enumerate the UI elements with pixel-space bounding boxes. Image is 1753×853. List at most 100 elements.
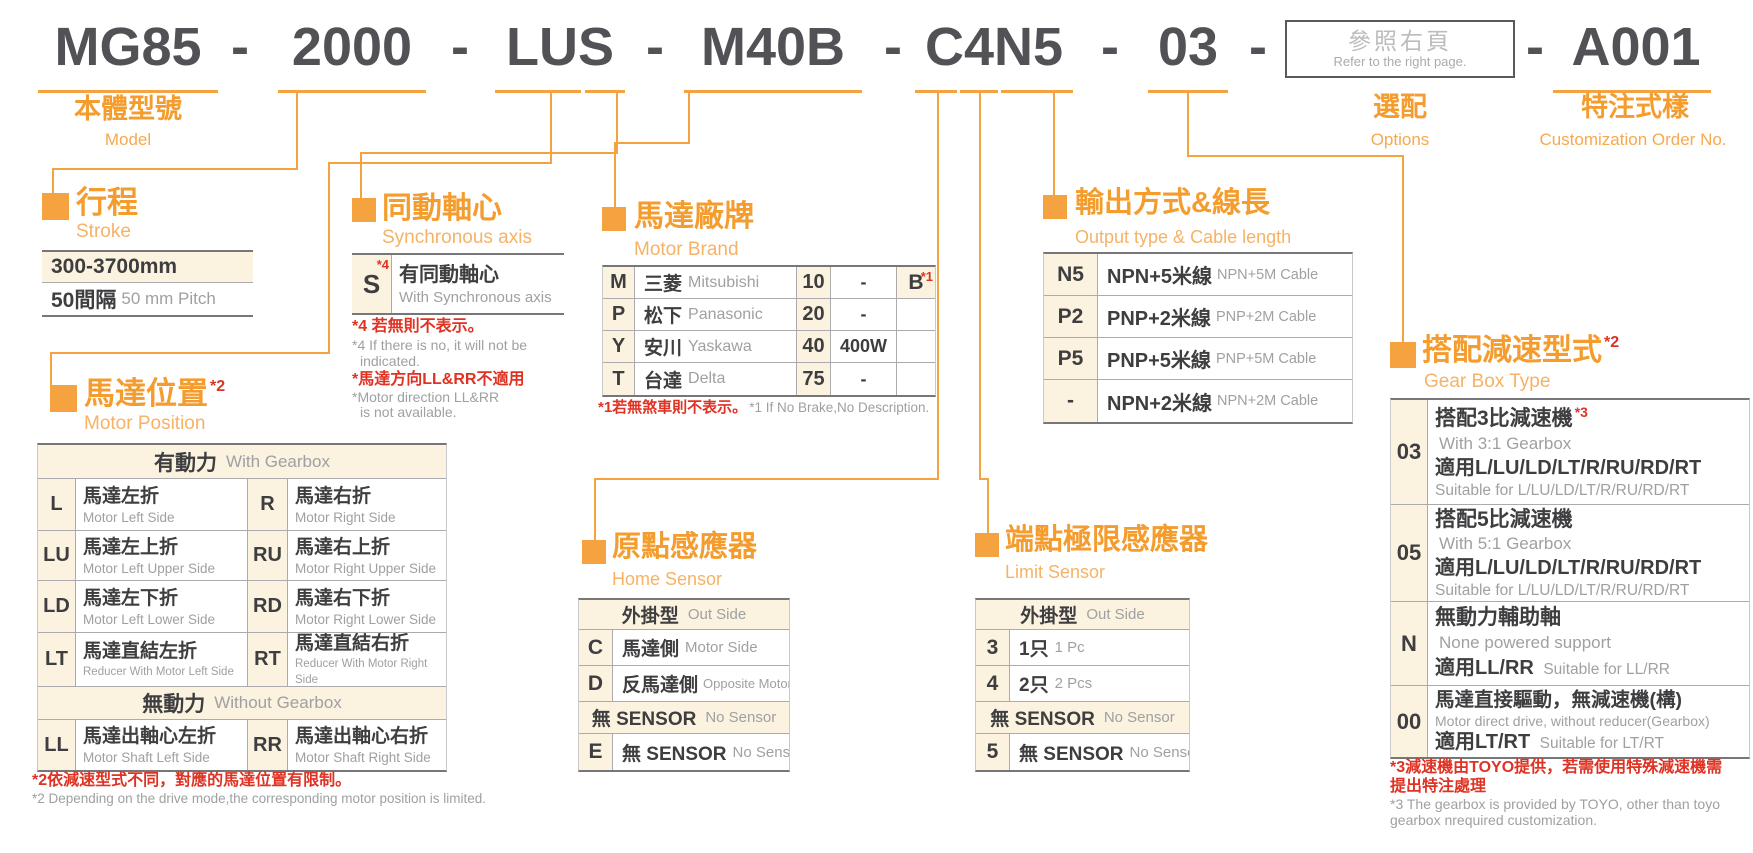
- gear-title-zh: 搭配減速型式 *2: [1422, 334, 1620, 367]
- connector-line: [1402, 155, 1404, 344]
- connector-line: [614, 142, 616, 209]
- group-header-zh: 無動力: [142, 693, 206, 716]
- gear-note: gearbox nrequired customization.: [1390, 812, 1598, 828]
- brand-code: M: [603, 267, 635, 298]
- label-options-zh: 選配: [1373, 92, 1427, 122]
- home-en: Opposite Motor Side: [703, 676, 789, 691]
- gear-line1-en: With 5:1 Gearbox: [1439, 534, 1572, 553]
- output-zh: NPN+5米線: [1107, 266, 1213, 288]
- output-zh: NPN+2米線: [1107, 392, 1213, 415]
- gear-line2-zh: 適用LT/RT: [1435, 730, 1531, 753]
- code-segment-gearbox: 03: [1157, 17, 1219, 77]
- group-header-en: Out Side: [1086, 606, 1145, 623]
- options-placeholder-box: 參照右頁 Refer to the right page.: [1285, 20, 1515, 78]
- gear-code: 05: [1391, 505, 1428, 601]
- label-options-en: Options: [1370, 130, 1430, 149]
- gear-code: N: [1391, 602, 1428, 685]
- position-note-zh: *2依減速型式不同，對應的馬達位置有限制。: [32, 772, 352, 789]
- output-title-en: Output type & Cable length: [1075, 227, 1292, 247]
- brand-title-en: Motor Brand: [634, 239, 739, 260]
- output-table: N5 NPN+5米線 NPN+5M Cable P2 PNP+2米線 PNP+2…: [1043, 252, 1353, 424]
- underline: [960, 90, 998, 93]
- connector-line: [550, 93, 552, 162]
- limit-code: 5: [976, 734, 1010, 770]
- code-segment-sensors: C4N5: [924, 17, 1064, 77]
- sync-note: *4 若無則不表示。: [352, 318, 484, 335]
- connector-line: [1187, 155, 1404, 157]
- position-code: LD: [38, 581, 76, 632]
- limit-zh: 無 SENSOR: [1019, 743, 1124, 765]
- gear-line1-en: Motor direct drive, without reducer(Gear…: [1435, 712, 1710, 729]
- home-code: E: [579, 734, 613, 770]
- gear-line1-en: None powered support: [1439, 633, 1612, 652]
- limit-zh: 2只: [1019, 675, 1049, 696]
- connector-line: [50, 352, 52, 385]
- underline: [1148, 90, 1228, 93]
- brand-num: 10: [797, 267, 831, 298]
- position-code: RU: [248, 531, 288, 580]
- position-en: Motor Right Lower Side: [295, 611, 437, 627]
- position-zh: 馬達右上折: [295, 536, 391, 558]
- brand-name-en: Yaskawa: [688, 337, 752, 355]
- connector-line: [52, 168, 298, 170]
- output-zh: PNP+2米線: [1107, 308, 1211, 330]
- home-title-zh: 原點感應器: [612, 531, 758, 563]
- options-box-zh: 參照右頁: [1348, 27, 1452, 54]
- position-zh: 馬達左下折: [83, 587, 179, 609]
- position-en: Motor Right Upper Side: [295, 560, 437, 576]
- position-en: Motor Right Side: [295, 509, 396, 525]
- output-zh: PNP+5米線: [1107, 350, 1211, 372]
- position-code: LU: [38, 531, 76, 580]
- underline: [585, 90, 625, 93]
- code-dash: -: [1249, 17, 1267, 77]
- section-bullet: [582, 540, 606, 564]
- group-header-en: Out Side: [687, 606, 747, 623]
- position-en: Motor Left Side: [83, 509, 175, 525]
- home-zh: 馬達側: [622, 639, 680, 660]
- gear-note: *3 The gearbox is provided by TOYO, othe…: [1390, 796, 1720, 812]
- stroke-table: 300-3700mm 50間隔 50 mm Pitch: [42, 250, 253, 317]
- output-en: PNP+2M Cable: [1215, 308, 1317, 325]
- connector-line: [52, 168, 54, 194]
- position-zh: 馬達右下折: [295, 587, 391, 609]
- connector-line: [616, 93, 618, 152]
- sync-title-en: Synchronous axis: [382, 227, 532, 248]
- stroke-title-en: Stroke: [76, 221, 131, 242]
- brand-brake-cell: B *1: [897, 267, 935, 298]
- stroke-title-zh: 行程: [76, 185, 138, 220]
- position-zh: 馬達直結右折: [295, 633, 410, 654]
- label-custom-en: Customization Order No.: [1539, 130, 1727, 149]
- limit-code: 4: [976, 666, 1010, 701]
- output-code: N5: [1044, 254, 1098, 295]
- brand-name-zh: 台達: [644, 370, 683, 392]
- brand-brake-cell: [897, 331, 935, 362]
- connector-line: [594, 478, 939, 480]
- gear-line2-en: Suitable for LL/RR: [1543, 661, 1670, 678]
- brand-watt: -: [831, 299, 897, 330]
- brand-code: T: [603, 363, 635, 395]
- limit-en: 1 Pc: [1054, 639, 1085, 656]
- group-header-en: No Sensor: [705, 709, 777, 726]
- code-segment-position-sync: LUS: [506, 17, 614, 77]
- underline: [684, 90, 862, 93]
- position-en: Reducer With Motor Right Side: [295, 658, 428, 686]
- position-code: LL: [38, 720, 76, 770]
- position-zh: 馬達左折: [83, 485, 160, 507]
- position-en: Motor Left Upper Side: [83, 560, 216, 576]
- limit-title-zh: 端點極限感應器: [1005, 524, 1209, 556]
- section-bullet: [50, 385, 77, 412]
- brand-code: Y: [603, 331, 635, 362]
- code-dash: -: [1526, 17, 1544, 77]
- brand-name-en: Delta: [688, 370, 726, 387]
- output-title-zh: 輸出方式&線長: [1075, 187, 1270, 219]
- group-header-zh: 有動力: [154, 451, 218, 475]
- position-title-en: Motor Position: [84, 413, 206, 434]
- connector-line: [328, 162, 330, 352]
- position-code: R: [248, 479, 288, 530]
- limit-en: 2 Pcs: [1054, 675, 1093, 692]
- underline: [1001, 90, 1073, 93]
- brand-table: M 三菱 Mitsubishi 10 - B *1 P 松下 Panasonic…: [602, 265, 936, 397]
- group-header-en: Without Gearbox: [214, 693, 342, 712]
- connector-line: [594, 478, 596, 542]
